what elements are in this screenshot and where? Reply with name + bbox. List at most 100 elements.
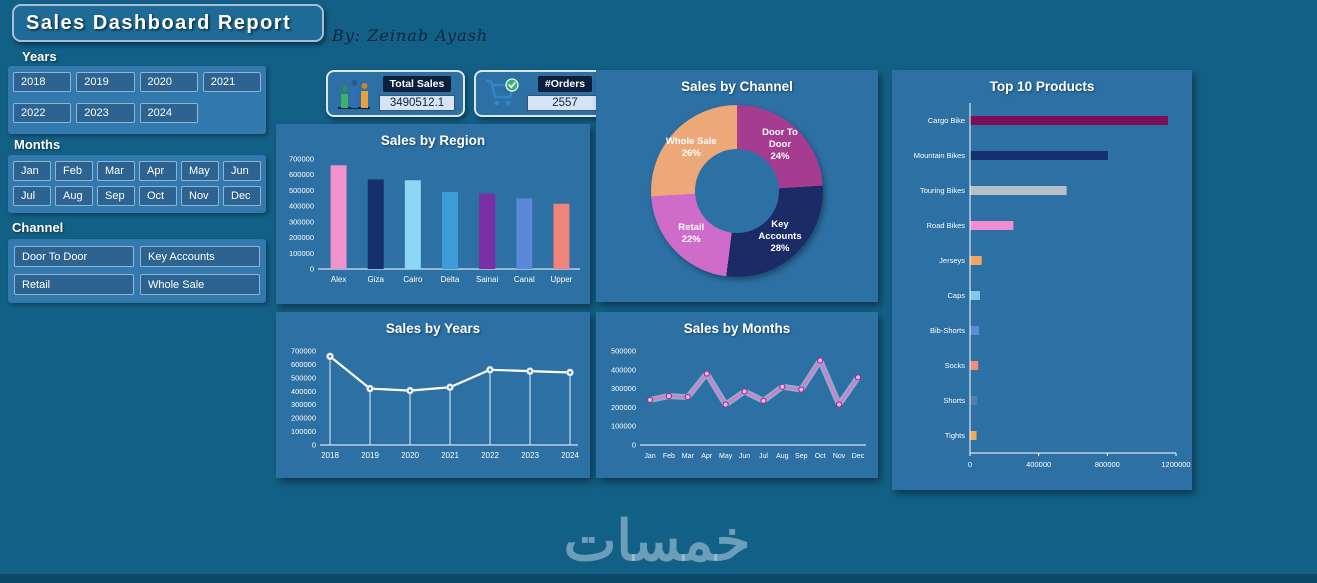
orders-kpi-card: #Orders 2557 <box>474 70 613 117</box>
svg-text:Sainai: Sainai <box>476 275 498 284</box>
svg-text:Mar: Mar <box>682 453 695 460</box>
svg-text:2018: 2018 <box>321 451 339 460</box>
svg-text:100000: 100000 <box>291 427 316 436</box>
top-10-products-panel: Top 10 Products 0 400000 800000 1200000 Carg… <box>892 70 1192 490</box>
months-slicer-heading: Months <box>14 137 61 152</box>
total-sales-value: 3490512.1 <box>379 95 455 111</box>
sales-chart-icon <box>336 77 372 111</box>
channel-slicer-heading: Channel <box>12 220 64 235</box>
sales-by-region-panel: Sales by Region 0 100000 200000 300000 40000… <box>276 124 590 304</box>
sales-by-months-panel: Sales by Months 0 100000 200000 300000 40000… <box>596 312 878 478</box>
svg-text:Jul: Jul <box>759 453 768 460</box>
svg-text:2022: 2022 <box>481 451 499 460</box>
svg-text:600000: 600000 <box>289 170 314 179</box>
month-oct-button[interactable]: Oct <box>139 186 177 206</box>
svg-text:200000: 200000 <box>291 414 316 423</box>
svg-text:0: 0 <box>632 441 636 450</box>
svg-text:May: May <box>719 453 733 460</box>
svg-text:Feb: Feb <box>663 453 675 460</box>
top-10-products-title: Top 10 Products <box>989 79 1095 94</box>
month-may-button[interactable]: May <box>181 161 219 181</box>
svg-text:Socks: Socks <box>945 361 966 370</box>
orders-value: 2557 <box>527 95 603 111</box>
svg-text:400000: 400000 <box>1026 460 1051 469</box>
sales-by-channel-panel: Sales by Channel Door To Door 24% Key Acco… <box>596 70 878 302</box>
month-jul-button[interactable]: Jul <box>13 186 51 206</box>
months-slicer: Jan Feb Mar Apr May Jun Jul Aug Sep Oct … <box>8 155 266 213</box>
month-nov-button[interactable]: Nov <box>181 186 219 206</box>
svg-text:300000: 300000 <box>289 217 314 226</box>
year-2020-button[interactable]: 2020 <box>139 72 198 92</box>
year-2023-button[interactable]: 2023 <box>76 102 135 123</box>
year-2019-button[interactable]: 2019 <box>76 72 135 92</box>
channel-key-accounts-button[interactable]: Key Accounts <box>140 246 260 267</box>
svg-text:0: 0 <box>968 460 972 469</box>
sales-by-region-chart: 0 100000 200000 300000 400000 500000 600000 700… <box>276 151 590 297</box>
month-jan-button[interactable]: Jan <box>13 161 51 181</box>
svg-text:Apr: Apr <box>701 453 713 460</box>
svg-text:400000: 400000 <box>611 365 636 374</box>
svg-text:400000: 400000 <box>291 387 316 396</box>
svg-text:Jun: Jun <box>739 453 750 460</box>
month-apr-button[interactable]: Apr <box>139 161 177 181</box>
month-jun-button[interactable]: Jun <box>223 161 261 181</box>
svg-text:Road Bikes: Road Bikes <box>927 221 966 230</box>
svg-text:Nov: Nov <box>833 453 846 460</box>
svg-text:Tights: Tights <box>945 431 965 440</box>
total-sales-kpi-card: Total Sales 3490512.1 <box>326 70 465 117</box>
month-aug-button[interactable]: Aug <box>55 186 93 206</box>
svg-text:0: 0 <box>310 265 314 274</box>
svg-text:Oct: Oct <box>815 453 826 460</box>
channel-slicer: Door To Door Key Accounts Retail Whole S… <box>8 239 266 303</box>
svg-text:2021: 2021 <box>441 451 459 460</box>
channel-whole-sale-button[interactable]: Whole Sale <box>140 274 260 295</box>
svg-text:Alex: Alex <box>331 275 347 284</box>
sales-by-channel-title: Sales by Channel <box>681 79 793 94</box>
svg-text:Jan: Jan <box>644 453 655 460</box>
year-2022-button[interactable]: 2022 <box>13 102 72 123</box>
svg-text:Mountain Bikes: Mountain Bikes <box>914 151 966 160</box>
svg-text:700000: 700000 <box>291 347 316 356</box>
svg-text:500000: 500000 <box>611 347 636 356</box>
month-feb-button[interactable]: Feb <box>55 161 93 181</box>
svg-text:Upper: Upper <box>551 275 573 284</box>
orders-label: #Orders <box>537 76 593 92</box>
year-2021-button[interactable]: 2021 <box>202 72 261 92</box>
years-slicer-heading: Years <box>22 49 57 64</box>
svg-text:Jerseys: Jerseys <box>939 256 965 265</box>
year-2018-button[interactable]: 2018 <box>13 72 72 92</box>
dashboard-title-box: Sales Dashboard Report <box>12 4 324 42</box>
sales-by-years-title: Sales by Years <box>385 321 481 336</box>
svg-text:500000: 500000 <box>289 186 314 195</box>
svg-text:Cairo: Cairo <box>403 275 423 284</box>
sales-by-years-chart: 0 100000 200000 300000 400000 500000 600000 700… <box>276 339 590 471</box>
svg-text:0: 0 <box>312 441 316 450</box>
svg-text:300000: 300000 <box>291 400 316 409</box>
svg-text:100000: 100000 <box>289 249 314 258</box>
svg-text:800000: 800000 <box>1095 460 1120 469</box>
svg-text:2023: 2023 <box>521 451 539 460</box>
month-mar-button[interactable]: Mar <box>97 161 135 181</box>
years-slicer: 2018 2019 2020 2021 2022 2023 2024 <box>8 66 266 134</box>
total-sales-label: Total Sales <box>382 76 452 92</box>
channel-door-to-door-button[interactable]: Door To Door <box>14 246 134 267</box>
month-sep-button[interactable]: Sep <box>97 186 135 206</box>
month-dec-button[interactable]: Dec <box>223 186 261 206</box>
svg-text:2020: 2020 <box>401 451 419 460</box>
channel-retail-button[interactable]: Retail <box>14 274 134 295</box>
svg-text:Canal: Canal <box>514 275 535 284</box>
svg-text:200000: 200000 <box>611 403 636 412</box>
bottom-accent-bar <box>0 574 1317 583</box>
svg-text:Dec: Dec <box>852 453 865 460</box>
author-signature: By: Zeinab Ayash <box>332 26 489 45</box>
sales-by-years-panel: Sales by Years 0 100000 200000 300000 400000… <box>276 312 590 478</box>
sales-by-region-title: Sales by Region <box>380 133 486 148</box>
svg-text:Touring Bikes: Touring Bikes <box>920 186 965 195</box>
svg-text:2024: 2024 <box>561 451 579 460</box>
svg-text:600000: 600000 <box>291 360 316 369</box>
shopping-cart-icon <box>484 77 520 111</box>
sales-by-months-title: Sales by Months <box>683 321 791 336</box>
svg-text:Sep: Sep <box>795 453 808 460</box>
year-2024-button[interactable]: 2024 <box>139 102 198 123</box>
